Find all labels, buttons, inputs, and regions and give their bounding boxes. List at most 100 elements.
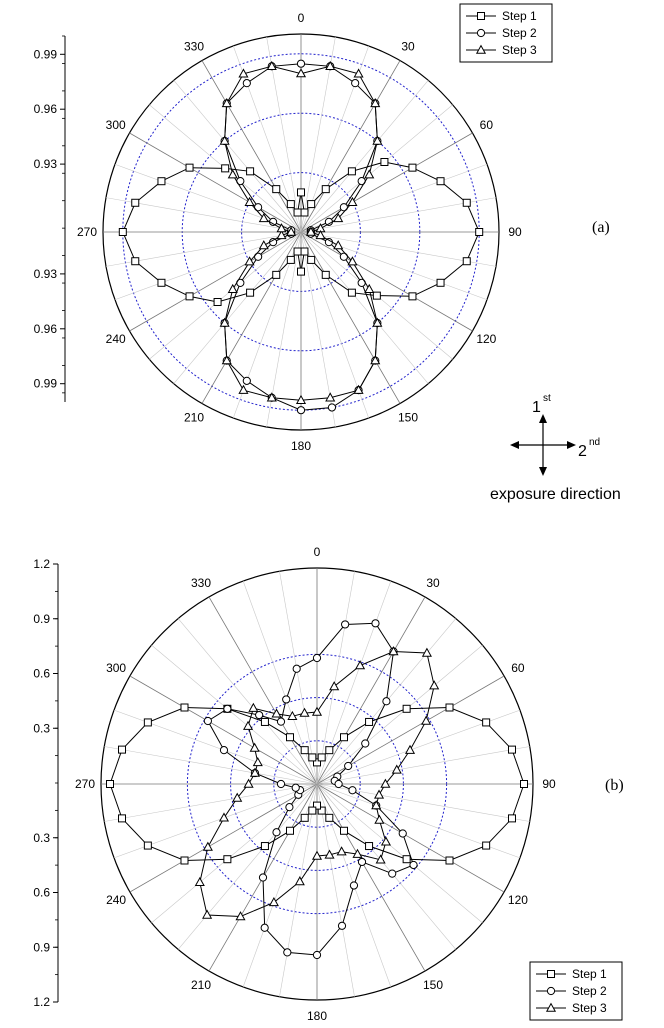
data-point-circle [223, 704, 232, 713]
data-point-triangle [325, 60, 336, 70]
data-point-square [317, 753, 326, 762]
spoke-line [129, 132, 302, 233]
spoke-line [173, 231, 302, 384]
data-point-square [143, 718, 152, 727]
data-point-triangle [276, 223, 287, 233]
data-point-circle [282, 695, 291, 704]
data-point-square [307, 255, 316, 264]
legend-label: Step 2 [502, 26, 537, 40]
data-point-square [297, 188, 305, 197]
series-group-a [118, 59, 484, 415]
first-direction-label: 1 [532, 399, 541, 416]
data-point-triangle [252, 757, 263, 767]
spoke-line [300, 231, 429, 384]
data-point-square [118, 745, 127, 754]
data-point-triangle [429, 680, 440, 690]
data-point-circle [357, 857, 367, 867]
legend-b: Step 1 Step 2 Step 3 [529, 961, 623, 1021]
data-point-square [408, 292, 417, 301]
data-point-triangle [219, 317, 230, 327]
data-point-triangle [421, 647, 432, 657]
data-point-circle [292, 664, 301, 673]
data-point-square [365, 842, 374, 851]
data-point-triangle [329, 681, 340, 691]
panel-label-b: (b) [605, 777, 624, 794]
data-point-square [347, 288, 356, 297]
radial-tick-label: 0.6 [33, 886, 50, 900]
data-point-triangle [276, 230, 287, 240]
radial-axis-b: 1.2 1.2 0.9 0.9 0.6 0.6 0.3 0.3 [33, 557, 59, 1009]
data-point-triangle [352, 848, 363, 858]
panel-label-a: (a) [592, 219, 610, 236]
radial-tick-label: 0.93 [34, 157, 58, 171]
data-point-square [286, 255, 295, 264]
data-point-triangle [295, 394, 307, 404]
spoke-line [129, 783, 318, 893]
data-point-circle [349, 881, 359, 890]
spoke-line [177, 783, 318, 950]
angle-label: 270 [75, 777, 95, 791]
data-point-square [462, 198, 471, 207]
data-point-circle [242, 79, 251, 88]
spoke-line [149, 231, 302, 360]
angle-label: 30 [401, 40, 415, 54]
data-point-triangle [347, 196, 358, 206]
data-point-triangle [421, 715, 432, 725]
data-point-circle [291, 783, 300, 792]
data-point-square [286, 733, 294, 742]
data-point-square [325, 746, 334, 755]
legend-label: Step 3 [502, 43, 537, 57]
angle-label: 180 [307, 1009, 327, 1023]
angle-label: 0 [314, 545, 321, 559]
data-point-triangle [364, 169, 375, 179]
data-point-square [157, 278, 166, 287]
radial-tick-label: 0.96 [34, 102, 58, 116]
data-point-circle [242, 376, 251, 385]
data-point-circle [283, 948, 292, 957]
spoke-line [279, 571, 318, 785]
data-point-square [365, 717, 374, 726]
polar-chart-b: 1.2 1.2 0.9 0.9 0.6 0.6 0.3 0.3 0 30 60 90 120 150 18… [33, 545, 623, 1023]
data-point-triangle [353, 68, 364, 78]
data-point-triangle [287, 710, 298, 721]
series-2 [203, 619, 418, 960]
data-point-triangle [271, 708, 282, 718]
angle-label: 60 [511, 661, 525, 675]
data-point-square [507, 814, 516, 823]
data-point-square [347, 167, 356, 176]
legend-marker-circle [546, 986, 556, 996]
data-point-triangle [311, 706, 323, 716]
exposure-caption: exposure direction [490, 486, 621, 503]
spoke-line [300, 231, 473, 332]
legend-label: Step 1 [572, 967, 607, 981]
data-point-triangle [325, 392, 336, 402]
data-point-triangle [388, 646, 399, 656]
spoke-line [129, 231, 302, 332]
data-point-triangle [370, 97, 381, 108]
data-point-square [436, 177, 445, 186]
data-point-square [445, 703, 454, 712]
data-point-triangle [355, 660, 366, 670]
data-point-triangle [370, 355, 381, 365]
data-point-triangle [266, 392, 277, 402]
data-point-circle [361, 739, 370, 748]
data-point-square [131, 198, 140, 207]
data-point-square [307, 200, 316, 209]
data-point-circle [255, 710, 264, 720]
data-point-square [185, 163, 194, 172]
data-point-square [445, 856, 454, 865]
data-point-triangle [404, 744, 416, 754]
data-point-circle [296, 406, 306, 415]
legend-a: Step 1 Step 2 Step 3 [459, 3, 553, 63]
data-point-circle [296, 59, 306, 68]
data-point-circle [260, 923, 269, 932]
spoke-line [208, 596, 318, 785]
data-point-triangle [249, 742, 260, 752]
spoke-line [316, 783, 457, 950]
data-point-triangle [380, 778, 391, 788]
data-point-square [436, 278, 445, 287]
data-point-square [260, 717, 269, 726]
data-point-circle [312, 653, 322, 663]
data-point-square [286, 826, 294, 835]
